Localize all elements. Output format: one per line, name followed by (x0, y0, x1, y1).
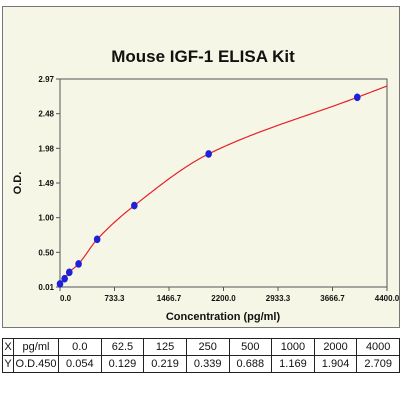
data-point (75, 260, 82, 268)
data-point (131, 201, 138, 210)
table-cell: 0.688 (228, 355, 273, 373)
table-cell: 0.054 (58, 355, 102, 373)
y-tick-label: 0.01 (38, 283, 54, 292)
table-cell: 125 (143, 338, 187, 356)
x-tick-label: 733.3 (104, 294, 125, 303)
table-row-key: Y (2, 355, 14, 373)
table-row-key: X (2, 338, 14, 356)
table-row: Y O.D.450 0.054 0.129 0.219 0.339 0.688 1.169 1.… (2, 355, 400, 373)
table-cell: 2000 (313, 338, 358, 356)
plot-area (59, 78, 388, 288)
data-point (353, 93, 361, 102)
table-cell: 1000 (271, 338, 315, 356)
chart-title: Mouse IGF-1 ELISA Kit (111, 47, 295, 66)
elisa-standard-curve-chart: Mouse IGF-1 ELISA Kit Concentration (pg/… (12, 47, 399, 323)
y-tick-label: 2.97 (38, 75, 54, 84)
x-tick-label: 4400.0 (375, 294, 399, 303)
table-cell: 4000 (356, 338, 400, 356)
data-point (205, 150, 212, 158)
x-tick-label: 2200.0 (211, 294, 236, 303)
fit-curve (59, 85, 388, 285)
table-cell: 0.339 (185, 355, 230, 373)
table-cell: 0.129 (100, 355, 145, 373)
table-cell: 250 (185, 338, 230, 356)
y-tick-label: 1.49 (38, 179, 54, 188)
y-tick-label: 1.00 (38, 214, 54, 223)
table-cell: 0.0 (58, 338, 102, 356)
x-axis-label: Concentration (pg/ml) (166, 311, 281, 323)
data-point (93, 235, 101, 244)
y-tick-label: 1.98 (38, 144, 54, 153)
table-row-unit: pg/ml (13, 338, 59, 356)
data-point (61, 274, 68, 283)
table-cell: 2.709 (356, 355, 400, 373)
chart-panel: Mouse IGF-1 ELISA Kit Concentration (pg/… (2, 6, 400, 328)
data-points (56, 93, 361, 288)
y-tick-label: 0.50 (38, 248, 54, 257)
y-tick-label: 2.48 (38, 110, 54, 119)
x-tick-label: 2933.3 (266, 294, 291, 303)
x-tick-label: 0.0 (60, 294, 72, 303)
x-tick-label: 3666.7 (320, 294, 345, 303)
table-cell: 62.5 (100, 338, 145, 356)
table-row-unit: O.D.450 (13, 355, 59, 373)
y-axis: 0.01 0.50 1.00 1.49 1.98 2.48 2.97 (38, 75, 60, 292)
data-point (65, 268, 73, 277)
table-cell: 500 (228, 338, 273, 356)
x-tick-label: 1466.7 (157, 294, 182, 303)
y-axis-label: O.D. (12, 172, 24, 195)
data-point (56, 280, 64, 288)
table-cell: 0.219 (143, 355, 187, 373)
table-cell: 1.904 (313, 355, 358, 373)
table-cell: 1.169 (271, 355, 315, 373)
x-axis: 0.0 733.3 1466.7 2200.0 2933.3 3666.7 4400.0 (59, 287, 399, 303)
